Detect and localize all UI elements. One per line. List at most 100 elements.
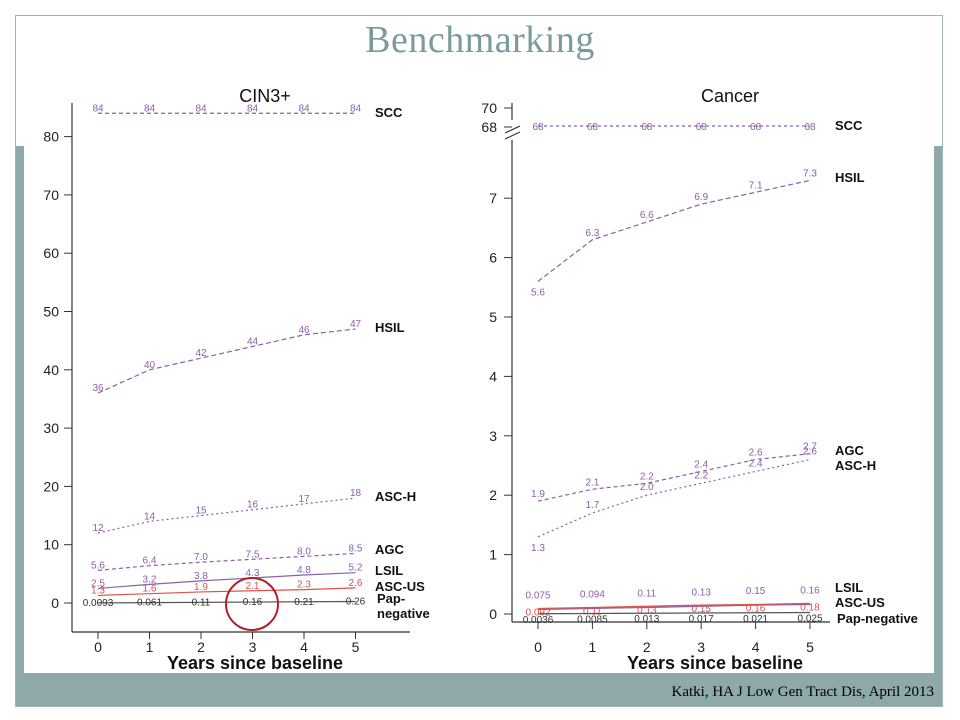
cin3-data-label: 8.5 bbox=[349, 543, 363, 554]
cancer-data-label: 0.013 bbox=[634, 614, 659, 625]
cin3-y-tick-label: 20 bbox=[43, 478, 59, 494]
cin3-x-tick-label: 1 bbox=[146, 639, 154, 655]
axis-break-mark bbox=[504, 125, 521, 134]
cancer-y-tick-label: 7 bbox=[489, 190, 497, 206]
cancer-series-label-asc-h: ASC-H bbox=[835, 458, 876, 473]
cin3-y-tick-label: 30 bbox=[43, 420, 59, 436]
cancer-data-label: 0.16 bbox=[746, 603, 766, 614]
cin3-data-label: 5.6 bbox=[91, 560, 105, 571]
cancer-data-label: 0.16 bbox=[800, 585, 820, 596]
cancer-series-label-hsil: HSIL bbox=[835, 170, 865, 185]
cin3-y-tick-label: 60 bbox=[43, 245, 59, 261]
cin3-series-line-hsil bbox=[97, 328, 356, 394]
side-accent-bar-left bbox=[16, 146, 24, 674]
cancer-data-label: 0.11 bbox=[583, 606, 602, 617]
cancer-data-label: 0.025 bbox=[797, 614, 822, 625]
cancer-data-label: 5.6 bbox=[531, 287, 545, 298]
cancer-data-label: 68 bbox=[804, 122, 816, 133]
cin3-data-label: 5.2 bbox=[349, 563, 363, 574]
cin3-y-tick-label: 10 bbox=[43, 537, 59, 553]
cin3-data-label: 0.11 bbox=[192, 597, 211, 608]
cancer-data-label: 0.0036 bbox=[523, 615, 554, 626]
cin3-data-label: 18 bbox=[350, 488, 362, 499]
cancer-data-label: 2.2 bbox=[694, 470, 708, 481]
cancer-data-label: 2.0 bbox=[640, 482, 654, 493]
cin3-data-label: 7.5 bbox=[246, 549, 260, 560]
cancer-data-label: 68 bbox=[696, 122, 708, 133]
cin3-x-tick-label: 5 bbox=[352, 639, 360, 655]
cancer-x-tick-label: 4 bbox=[752, 639, 760, 655]
cin3-x-axis-title: Years since baseline bbox=[167, 653, 343, 673]
cin3-data-label: 42 bbox=[195, 348, 207, 359]
cancer-chart-title: Cancer bbox=[701, 86, 759, 106]
cancer-y-tick-label: 5 bbox=[489, 309, 497, 325]
cin3-data-label: 0.061 bbox=[137, 598, 162, 609]
cancer-x-tick-label: 1 bbox=[589, 639, 597, 655]
cin3-data-label: 3.2 bbox=[143, 574, 157, 585]
cin3-series-label-asc-h: ASC-H bbox=[375, 489, 416, 504]
cancer-series-label-scc: SCC bbox=[835, 118, 863, 133]
cin3-x-tick-label: 3 bbox=[249, 639, 257, 655]
cancer-data-label: 0.18 bbox=[800, 602, 820, 613]
cin3-series-label-agc: AGC bbox=[375, 542, 405, 557]
cancer-data-label: 2.7 bbox=[803, 442, 817, 453]
cancer-y-tick-label: 6 bbox=[489, 250, 497, 266]
side-accent-bar-right bbox=[934, 146, 942, 674]
cancer-data-label: 68 bbox=[750, 122, 762, 133]
cancer-data-label: 2.2 bbox=[640, 471, 654, 482]
cin3-series-line-asc-h bbox=[97, 497, 356, 534]
cancer-x-tick-label: 0 bbox=[534, 639, 542, 655]
cancer-data-label: 2.6 bbox=[803, 447, 817, 458]
cin3-data-label: 15 bbox=[195, 506, 207, 517]
cin3-data-label: 2.5 bbox=[91, 578, 105, 589]
cin3-data-label: 12 bbox=[92, 523, 104, 534]
cancer-data-label: 68 bbox=[587, 122, 599, 133]
cin3-data-label: 14 bbox=[144, 511, 156, 522]
cancer-series-line-lsil bbox=[537, 603, 811, 611]
cancer-y-tick-label: 4 bbox=[489, 368, 497, 384]
cancer-data-label: 0.13 bbox=[691, 587, 711, 598]
cin3-data-label: 84 bbox=[350, 103, 362, 114]
cancer-series-label-asc-us: ASC-US bbox=[835, 595, 885, 610]
cin3-data-label: 1.9 bbox=[194, 582, 208, 593]
cancer-data-label: 2.4 bbox=[694, 459, 708, 470]
cancer-data-label: 0.075 bbox=[525, 591, 550, 602]
cancer-data-label: 0.094 bbox=[580, 589, 605, 600]
cancer-data-label: 2.6 bbox=[749, 448, 763, 459]
highlight-circle bbox=[225, 577, 279, 631]
cancer-data-label: 2.1 bbox=[585, 477, 599, 488]
cancer-data-label: 0.11 bbox=[637, 588, 656, 599]
cin3-data-label: 0.16 bbox=[243, 597, 263, 608]
cin3-data-label: 1.6 bbox=[143, 584, 157, 595]
cancer-data-label: 68 bbox=[532, 122, 544, 133]
cin3-data-label: 0.0093 bbox=[83, 598, 114, 609]
cancer-data-label: 0.15 bbox=[691, 604, 711, 615]
cin3-data-label: 40 bbox=[144, 360, 156, 371]
cancer-data-label: 6.3 bbox=[585, 228, 599, 239]
cin3-data-label: 36 bbox=[92, 383, 104, 394]
footer-band bbox=[16, 673, 942, 706]
cin3-series-label-hsil: HSIL bbox=[375, 320, 405, 335]
cin3-series-line-asc-us bbox=[97, 587, 356, 597]
cin3-data-label: 84 bbox=[92, 103, 104, 114]
cancer-data-label: 0.092 bbox=[525, 608, 550, 619]
cancer-data-label: 2.4 bbox=[749, 458, 763, 469]
cancer-data-label: 6.6 bbox=[640, 210, 654, 221]
cancer-x-tick-label: 5 bbox=[806, 639, 814, 655]
cin3-data-label: 4.8 bbox=[297, 565, 311, 576]
cin3-data-label: 17 bbox=[298, 494, 310, 505]
cin3-x-tick-label: 4 bbox=[300, 639, 308, 655]
cin3-data-label: 84 bbox=[298, 103, 310, 114]
cancer-y-tick-label: 2 bbox=[489, 487, 497, 503]
cin3-data-label: 8.0 bbox=[297, 546, 311, 557]
cin3-series-label-pap-negative: Pap- bbox=[377, 591, 405, 606]
cancer-series-label-lsil: LSIL bbox=[835, 580, 863, 595]
cin3-data-label: 0.21 bbox=[294, 597, 314, 608]
cin3-chart-title: CIN3+ bbox=[239, 86, 291, 106]
cin3-y-tick-label: 0 bbox=[51, 595, 59, 611]
cancer-series-label-pap-negative: Pap-negative bbox=[837, 611, 918, 626]
cancer-data-label: 1.3 bbox=[531, 543, 545, 554]
cancer-x-axis-title: Years since baseline bbox=[627, 653, 803, 673]
cin3-series-label-scc: SCC bbox=[375, 105, 403, 120]
cancer-data-label: 0.15 bbox=[746, 586, 766, 597]
